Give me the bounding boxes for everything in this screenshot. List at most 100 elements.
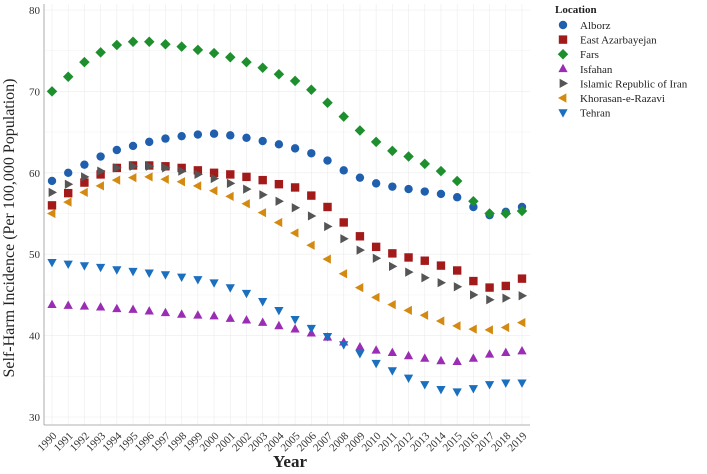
x-axis-title: Year — [273, 452, 307, 471]
data-point — [436, 261, 446, 270]
data-point — [355, 341, 365, 351]
data-point — [421, 273, 430, 283]
series-2 — [46, 36, 528, 219]
data-point — [502, 293, 511, 303]
y-axis-title: Self-Harm Incidence (Per 100,000 Populat… — [1, 78, 18, 377]
data-point — [290, 324, 300, 333]
data-point — [79, 187, 88, 197]
data-point — [469, 276, 478, 286]
plot-area — [44, 4, 530, 425]
data-point — [486, 295, 495, 305]
data-point — [209, 279, 219, 288]
data-point — [339, 166, 348, 175]
data-point — [371, 345, 381, 354]
legend-marker — [558, 109, 568, 118]
data-point — [419, 158, 431, 170]
data-point — [129, 161, 139, 171]
data-point — [291, 203, 301, 213]
legend-label: Islamic Republic of Iran — [580, 78, 688, 90]
data-point — [96, 170, 105, 179]
data-point — [322, 333, 333, 342]
data-point — [241, 315, 252, 324]
data-point — [177, 131, 186, 141]
data-point — [435, 165, 447, 177]
data-point — [160, 174, 169, 184]
data-point — [517, 379, 527, 388]
data-point — [144, 269, 154, 278]
data-point — [290, 144, 300, 153]
data-point — [484, 381, 495, 390]
data-point — [63, 300, 73, 309]
legend-marker — [558, 63, 568, 73]
data-point — [420, 256, 429, 265]
data-point — [273, 69, 285, 80]
data-point — [79, 301, 90, 310]
grid-lines — [44, 4, 530, 425]
data-point — [46, 86, 58, 97]
series-5 — [46, 172, 526, 335]
data-point — [193, 276, 203, 285]
data-point — [436, 355, 446, 365]
data-point — [274, 179, 284, 189]
data-point — [452, 356, 462, 366]
data-point — [354, 282, 364, 293]
data-point — [48, 187, 58, 197]
data-point — [193, 310, 203, 319]
data-point — [64, 168, 73, 177]
data-point — [226, 170, 235, 179]
data-point — [47, 176, 57, 186]
data-point — [241, 289, 252, 299]
data-point — [210, 173, 220, 184]
data-point — [324, 221, 333, 232]
data-point — [355, 350, 365, 359]
data-point — [290, 315, 300, 325]
data-point — [306, 324, 316, 334]
data-point — [192, 44, 204, 56]
data-point — [257, 208, 267, 218]
data-point — [258, 136, 267, 146]
data-point — [274, 140, 284, 149]
data-point — [468, 385, 478, 394]
data-point — [451, 175, 463, 187]
data-point — [62, 71, 74, 82]
data-point — [356, 245, 365, 255]
data-point — [306, 240, 315, 250]
data-point — [95, 47, 106, 58]
data-point — [242, 172, 251, 182]
data-point — [371, 292, 380, 302]
data-point — [128, 304, 138, 313]
data-point — [112, 303, 122, 313]
data-point — [225, 284, 235, 293]
data-point — [209, 168, 219, 177]
data-point — [145, 161, 155, 171]
legend-marker — [557, 48, 569, 60]
data-point — [371, 242, 381, 252]
data-point — [468, 353, 478, 362]
data-point — [452, 388, 462, 397]
data-point — [500, 208, 512, 219]
data-point — [517, 346, 527, 355]
data-point — [388, 249, 397, 258]
data-point — [354, 125, 366, 136]
data-point — [501, 281, 510, 291]
y-tick-label: 30 — [29, 412, 41, 424]
data-point — [484, 349, 495, 358]
data-point — [355, 232, 365, 241]
data-point — [500, 322, 510, 333]
data-point — [338, 269, 348, 279]
data-point — [274, 320, 284, 330]
data-point — [177, 273, 187, 283]
data-point — [371, 359, 381, 369]
data-point — [403, 305, 412, 315]
data-point — [128, 141, 138, 151]
data-point — [403, 374, 414, 383]
data-point — [387, 347, 397, 357]
data-point — [47, 299, 57, 309]
series-0 — [47, 129, 527, 220]
data-point — [144, 172, 153, 182]
data-point — [177, 309, 187, 318]
data-point — [225, 313, 235, 322]
data-point — [259, 190, 268, 200]
data-point — [290, 183, 300, 192]
